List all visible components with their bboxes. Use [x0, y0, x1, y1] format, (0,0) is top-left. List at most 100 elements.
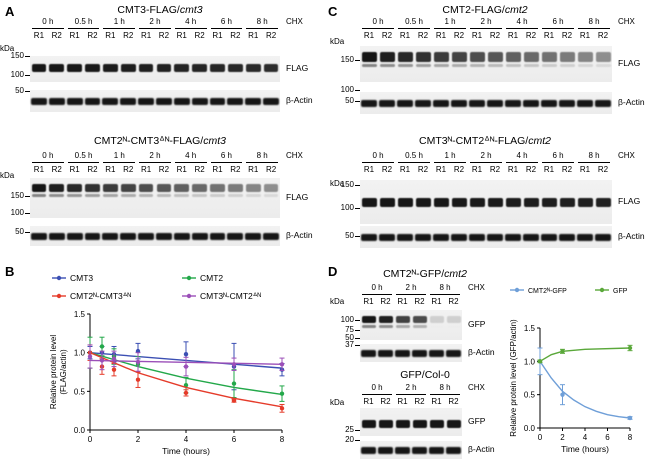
- panel-label-d: D: [328, 264, 338, 279]
- panel-d-bottom-actin-band: [412, 447, 427, 454]
- panel-c-top-actin-band: [415, 100, 431, 107]
- panel-d-x-axis-label: Time (hours): [561, 444, 609, 454]
- panel-d-bottom-actin-band: [361, 447, 376, 454]
- panel-c-bottom-timepoint: 0 h: [372, 151, 384, 160]
- panel-a-bottom-flag-label: FLAG: [286, 192, 309, 202]
- panel-a-top-replicate: R1: [33, 31, 45, 40]
- panel-d-data-point: [627, 415, 633, 421]
- panel-c-bottom-replicate: R2: [525, 165, 537, 174]
- panel-c-top-timepoint-underline: [578, 28, 610, 29]
- panel-a-top-mw-tick: [25, 75, 30, 76]
- panel-c-bottom-flag-band: [361, 198, 377, 207]
- panel-b-data-point: [111, 356, 117, 362]
- panel-c-bottom-replicate: R2: [597, 165, 609, 174]
- panel-a-bottom-timepoint-underline: [139, 162, 171, 163]
- panel-a-bottom-flag-band: [210, 184, 225, 192]
- panel-d-bottom-timepoint: 8 h: [439, 383, 451, 392]
- panel-c-top-timepoint: 8 h: [588, 17, 600, 26]
- panel-d-bottom-title: GFP/Col-0: [400, 369, 450, 381]
- panel-c-bottom-actin-band: [451, 234, 467, 241]
- panel-a-top-replicate: R2: [51, 31, 62, 40]
- panel-c-top-flag-band: [577, 52, 593, 62]
- panel-c-bottom-actin-band: [397, 234, 413, 241]
- panel-a-bottom-replicate: R1: [140, 165, 152, 174]
- panel-c-top-timepoint-underline: [398, 28, 430, 29]
- panel-c-bottom-timepoint-underline: [578, 162, 610, 163]
- panel-label-a: A: [5, 4, 15, 19]
- panel-d-legend-marker: [514, 287, 520, 293]
- panel-a-bottom-timepoint: 0 h: [42, 151, 54, 160]
- panel-d-bottom-replicate: R1: [397, 397, 408, 406]
- panel-d-data-point: [560, 349, 565, 354]
- panel-d-top-timepoint-underline: [430, 294, 460, 295]
- panel-c-bottom-actin-band: [559, 234, 575, 241]
- panel-d-top-mw-marker: 75: [345, 325, 354, 334]
- panel-a-top-flag-band: [156, 64, 172, 72]
- panel-a-top-replicate: R1: [212, 31, 223, 40]
- panel-d-top-replicate: R1: [363, 297, 374, 306]
- panel-a-top-replicate: R1: [248, 31, 259, 40]
- panel-d-x-tick-label: 0: [538, 433, 543, 442]
- panel-a-bottom-flag-band: [138, 184, 154, 192]
- panel-a-top-actin-band: [191, 98, 208, 105]
- panel-c-top-flag-band: [487, 52, 503, 62]
- panel-a-top-flag-band: [210, 64, 225, 72]
- panel-a-top-actin-band: [102, 98, 119, 105]
- panel-c-bottom-mw-marker: 150: [340, 180, 354, 189]
- panel-a-top-flag-band: [263, 64, 279, 72]
- panel-c-bottom-actin-band: [433, 234, 449, 241]
- panel-b-x-tick-label: 0: [88, 435, 93, 444]
- panel-c-top-kda-label: kDa: [330, 37, 345, 46]
- panel-b-y-tick-label: 1.5: [74, 310, 86, 319]
- panel-b-data-point: [183, 352, 189, 357]
- panel-c-bottom-flag-band: [523, 198, 539, 207]
- panel-a-bottom-timepoint: 1 h: [113, 151, 125, 160]
- panel-c-bottom-replicate: R1: [399, 165, 411, 174]
- panel-d-top-flag-band-lower: [430, 325, 444, 328]
- panel-a-top-replicate: R1: [69, 31, 80, 40]
- panel-c-bottom-replicate: R1: [435, 165, 447, 174]
- panel-d-chart: 0.0 0.5 1.0 1.5 0 2 4 6 8 Time (hours) Relative pr…: [509, 287, 633, 454]
- panel-a-bottom-flag-band-lower: [263, 194, 279, 197]
- panel-a-bottom-replicate: R2: [230, 165, 241, 174]
- panel-d-bottom-mw-marker: 20: [345, 435, 354, 444]
- panel-d-top-flag-band-lower: [412, 325, 427, 328]
- panel-a-top-timepoint: 1 h: [113, 17, 125, 26]
- panel-c-bottom-replicate: R1: [507, 165, 519, 174]
- panel-b-data-point: [183, 364, 189, 369]
- panel-d-top-timepoint-underline: [396, 294, 426, 295]
- panel-a-bottom-flag-band: [245, 184, 261, 192]
- panel-label-b: B: [5, 264, 15, 279]
- panel-d-bottom-actin-band: [395, 447, 410, 454]
- panel-d-top-flag-band: [446, 316, 461, 323]
- panel-a-top-flag-band: [102, 64, 118, 72]
- panel-c-top-flag-band: [595, 52, 611, 62]
- panel-d-top-mw-marker: 50: [345, 333, 354, 342]
- panel-d-top-replicate: R2: [414, 297, 425, 306]
- panel-a-bottom-timepoint-underline: [67, 162, 100, 163]
- panel-c-bottom-actin-band: [505, 234, 521, 241]
- panel-a-top-flag-band: [138, 64, 154, 72]
- panel-a-top-timepoint: 4 h: [185, 17, 197, 26]
- panel-a-top-replicate: R2: [230, 31, 241, 40]
- panel-d-bottom-mw-tick: [355, 440, 360, 441]
- panel-c-top-actin-band: [379, 100, 395, 107]
- panel-d-bottom-flag-band: [395, 420, 410, 428]
- panel-a-top-replicate: R2: [87, 31, 98, 40]
- panel-d-top-actin-band: [395, 350, 410, 357]
- panel-c-bottom-replicate: R2: [381, 165, 393, 174]
- panel-c-bottom-mw-tick: [355, 236, 360, 237]
- panel-b-x-tick-label: 6: [232, 435, 237, 444]
- panel-c-bottom-replicate: R1: [471, 165, 483, 174]
- panel-c-top-actin-band: [469, 100, 485, 107]
- panel-d-x-tick-label: 2: [560, 433, 565, 442]
- panel-d-data-point: [627, 345, 633, 351]
- panel-a-top-mw-marker: 150: [10, 51, 24, 60]
- panel-c-bottom-replicate: R2: [489, 165, 501, 174]
- panel-c-top-flag-band: [361, 52, 377, 62]
- panel-a-bottom-flag-band: [227, 184, 243, 192]
- panel-a-bottom-replicate: R1: [69, 165, 80, 174]
- panel-c-bottom-timepoint: 1 h: [444, 151, 456, 160]
- panel-a-top-mw-marker: 100: [10, 70, 24, 79]
- panel-c-bottom-flag-band: [577, 198, 593, 207]
